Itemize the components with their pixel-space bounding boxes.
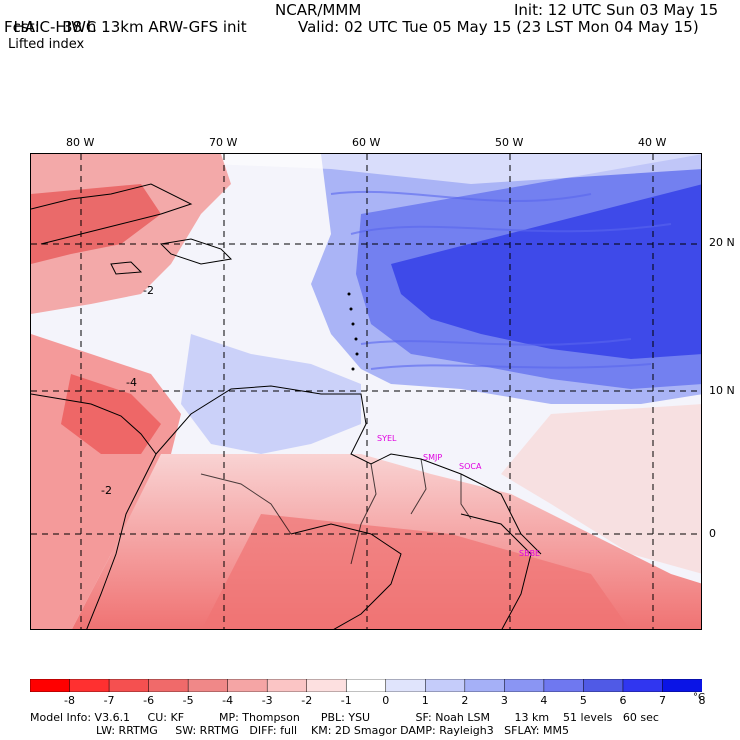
warm-core-south-america — [202, 514, 630, 629]
forecast-hour: 38 h — [63, 18, 97, 36]
lon-label-40w: 40 W — [638, 136, 667, 149]
model-title: HAIC-HIWC 13km ARW-GFS init — [13, 18, 247, 36]
colorbar-swatch — [345, 679, 387, 692]
country-borders — [200, 458, 472, 565]
colorbar-swatch — [187, 679, 229, 692]
coastlines — [31, 183, 542, 629]
colorbar-tick-label: 0 — [382, 694, 390, 707]
atlantic-neutral-region — [501, 404, 701, 574]
contour-label: -4 — [126, 376, 137, 389]
valid-time: Valid: 02 UTC Tue 05 May 15 (23 LST Mon … — [298, 18, 699, 36]
lon-label-70w: 70 W — [209, 136, 238, 149]
colorbar-tick-label: 1 — [421, 694, 429, 707]
lesser-antilles — [347, 292, 359, 371]
colorbar-tick-label: -7 — [103, 694, 115, 707]
contour-label: -2 — [143, 284, 154, 297]
forecast-label: Fcst: — [4, 18, 40, 36]
station-label: SOCA — [459, 462, 482, 471]
station-label: SMJP — [423, 453, 442, 462]
colorbar — [30, 679, 702, 692]
colorbar-swatch — [227, 679, 268, 692]
colorbar-swatch — [385, 679, 427, 692]
model-info-line2: LW: RRTMG SW: RRTMG DIFF: full KM: 2D Sm… — [96, 724, 569, 737]
colorbar-tick-label: -6 — [143, 694, 155, 707]
colorbar-tick-label: 3 — [500, 694, 508, 707]
colorbar-tick-label: 6 — [619, 694, 627, 707]
contour-label: -2 — [101, 484, 112, 497]
colorbar-swatch — [148, 679, 189, 692]
colorbar-swatch — [108, 679, 150, 692]
colorbar-tick-label: -3 — [261, 694, 273, 707]
lifted-index-map: -2 -4 -2 SYEL SMJP SOCA SBBE — [30, 153, 702, 630]
model-info-line1: Model Info: V3.6.1 CU: KF MP: Thompson P… — [30, 711, 659, 724]
map-canvas: -2 -4 -2 SYEL SMJP SOCA SBBE — [31, 154, 701, 629]
colorbar-tick-label: -2 — [301, 694, 313, 707]
init-time: Init: 12 UTC Sun 03 May 15 — [514, 1, 719, 19]
colorbar-swatch — [662, 679, 702, 692]
colorbar-unit: °C — [693, 692, 705, 703]
colorbar-tick-label: 5 — [579, 694, 587, 707]
station-label: SBBE — [519, 549, 540, 558]
cloud-streaks — [330, 190, 672, 370]
colorbar-swatch — [583, 679, 624, 692]
colorbar-swatch — [622, 679, 664, 692]
lon-label-80w: 80 W — [66, 136, 95, 149]
variable-name: Lifted index — [8, 37, 85, 52]
colorbar-swatch — [30, 679, 71, 692]
colorbar-tick-label: 4 — [540, 694, 548, 707]
colorbar-tick-label: -8 — [64, 694, 75, 707]
caribbean-cool-band — [181, 334, 361, 454]
colorbar-tick-label: 7 — [658, 694, 666, 707]
colorbar-tick-label: -1 — [340, 694, 352, 707]
lat-label-20n: 20 N — [709, 236, 735, 249]
colorbar-swatch — [504, 679, 545, 692]
colorbar-tick-label: 2 — [461, 694, 469, 707]
warm-core-central-america — [61, 374, 161, 454]
lon-label-50w: 50 W — [495, 136, 524, 149]
lat-label-10n: 10 N — [709, 384, 735, 397]
colorbar-tick-label: -5 — [182, 694, 194, 707]
org-label: NCAR/MMM — [275, 1, 362, 19]
colorbar-swatch — [425, 679, 466, 692]
lat-label-0: 0 — [709, 527, 716, 540]
grid-lines — [31, 154, 701, 629]
colorbar-swatch — [266, 679, 308, 692]
colorbar-swatch — [543, 679, 585, 692]
colorbar-swatch — [464, 679, 506, 692]
station-label: SYEL — [377, 434, 397, 443]
station-labels: SYEL SMJP SOCA SBBE — [377, 434, 540, 558]
colorbar-tick-label: -4 — [222, 694, 234, 707]
colorbar-swatch — [306, 679, 347, 692]
warm-core-northwest — [31, 184, 161, 264]
colorbar-swatch — [69, 679, 110, 692]
colorbar-tick-label: 8 — [698, 694, 706, 707]
lon-label-60w: 60 W — [352, 136, 381, 149]
